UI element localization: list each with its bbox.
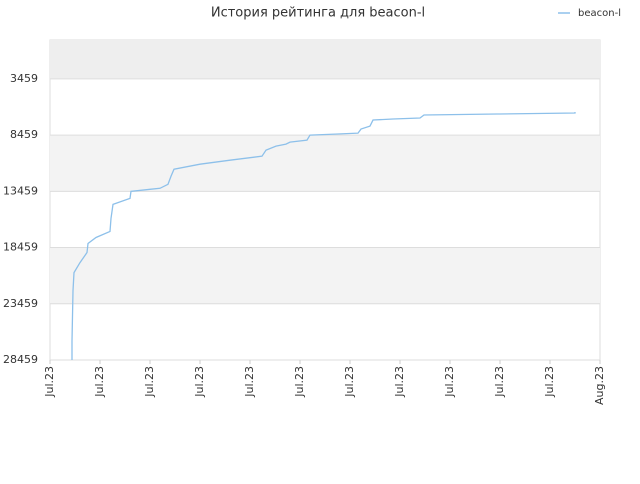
- x-tick-label: Jul.23: [193, 366, 206, 398]
- x-tick-label: Jul.23: [343, 366, 356, 398]
- chart-title: История рейтинга для beacon-l: [211, 6, 425, 21]
- x-tick-label: Jul.23: [43, 366, 56, 398]
- plot-background: [49, 39, 601, 361]
- y-tick-label: 13459: [3, 184, 38, 197]
- x-tick-label: Jul.23: [243, 366, 256, 398]
- x-tick-label: Jul.23: [493, 366, 506, 398]
- x-tick-label: Jul.23: [393, 366, 406, 398]
- x-tick-label: Jul.23: [543, 366, 556, 398]
- y-tick-label: 3459: [10, 72, 38, 85]
- y-tick-label: 28459: [3, 353, 38, 366]
- rating-line: [71, 111, 576, 360]
- y-tick-label: 23459: [3, 297, 38, 310]
- y-tick-label: 18459: [3, 241, 38, 254]
- x-tick-label: Jul.23: [293, 366, 306, 398]
- band: [50, 135, 600, 192]
- band: [50, 40, 600, 79]
- x-tick-label: Jul.23: [143, 366, 156, 398]
- x-tick-label: Aug.23: [593, 366, 606, 405]
- y-tick-label: 8459: [10, 128, 38, 141]
- x-tick-label: Jul.23: [443, 366, 456, 398]
- x-tick-label: Jul.23: [93, 366, 106, 398]
- band: [50, 247, 600, 304]
- legend-label: beacon-l: [578, 8, 621, 19]
